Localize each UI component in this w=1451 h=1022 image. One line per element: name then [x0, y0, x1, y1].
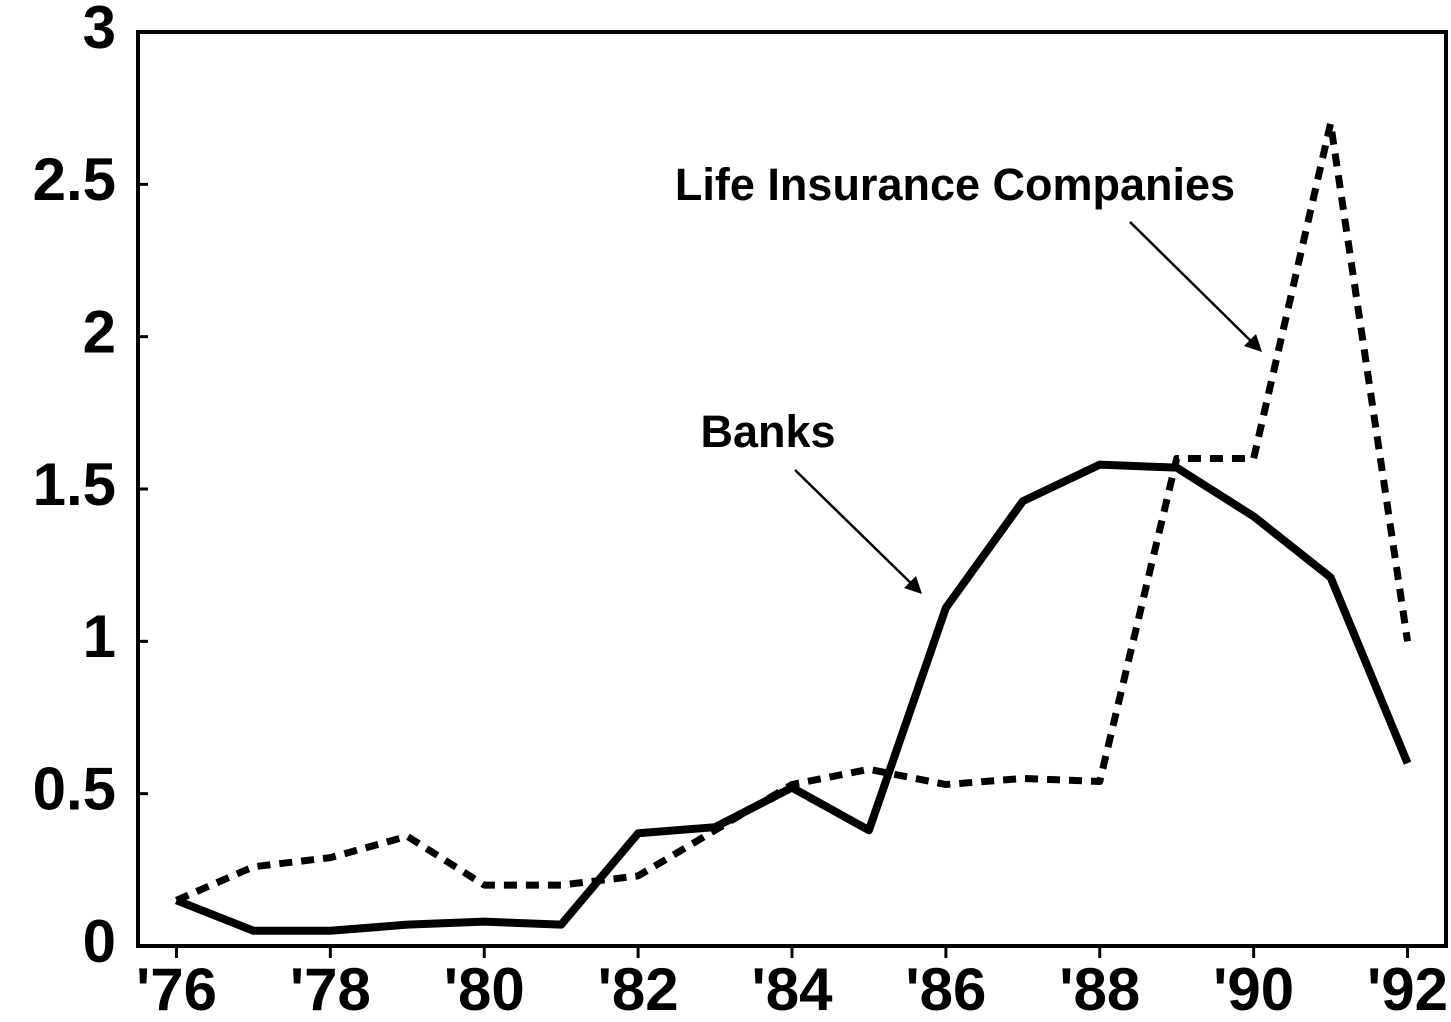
x-tick-label: '82: [598, 956, 679, 1022]
series-line: [175, 119, 1411, 904]
arrow-head: [904, 576, 922, 594]
arrow-head: [1244, 334, 1262, 352]
y-tick-label: 0: [83, 908, 116, 975]
y-tick-label: 2.5: [33, 146, 116, 213]
annotation-arrow: [794, 469, 921, 593]
x-tick-label: '92: [1367, 956, 1448, 1022]
y-tick-label: 2: [83, 299, 116, 366]
x-tick-label: '90: [1213, 956, 1294, 1022]
series-label: Banks: [700, 406, 835, 457]
x-tick-label: '86: [905, 956, 986, 1022]
y-tick-label: 1: [83, 603, 116, 670]
y-tick-label: 3: [83, 0, 116, 61]
y-tick-label: 1.5: [33, 451, 116, 518]
x-tick-label: '84: [751, 956, 833, 1022]
series-label: Life Insurance Companies: [675, 159, 1235, 210]
x-tick-label: '88: [1059, 956, 1140, 1022]
x-tick-label: '80: [444, 956, 525, 1022]
y-tick-label: 0.5: [33, 756, 116, 823]
x-tick-label: '76: [136, 956, 217, 1022]
annotation-arrow: [1129, 221, 1261, 351]
series-line: [174, 460, 1412, 935]
x-tick-label: '78: [290, 956, 371, 1022]
